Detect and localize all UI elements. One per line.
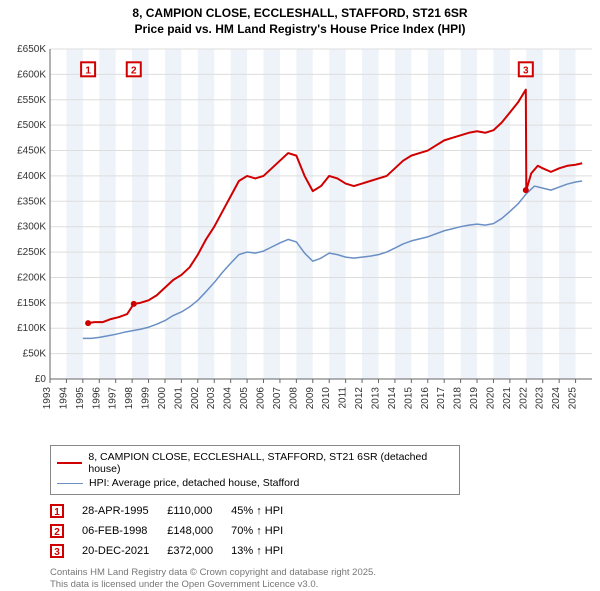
svg-text:2004: 2004	[223, 387, 234, 410]
sale-date: 06-FEB-1998	[82, 521, 167, 541]
svg-text:2020: 2020	[485, 387, 496, 410]
svg-text:2012: 2012	[354, 387, 365, 410]
sale-delta: 13% ↑ HPI	[231, 541, 301, 561]
svg-text:2003: 2003	[206, 387, 217, 410]
chart-area: £0 £50K £100K £150K £200K £250K £300K £350K £400…	[0, 39, 600, 439]
sale-delta: 45% ↑ HPI	[231, 501, 301, 521]
svg-text:2022: 2022	[518, 387, 529, 410]
svg-text:£650K: £650K	[17, 44, 46, 55]
svg-text:2024: 2024	[551, 387, 562, 410]
sale-delta: 70% ↑ HPI	[231, 521, 301, 541]
svg-text:1997: 1997	[108, 387, 119, 410]
svg-text:£50K: £50K	[23, 349, 47, 360]
svg-text:2008: 2008	[288, 387, 299, 410]
svg-text:2015: 2015	[403, 387, 414, 410]
chart-svg: £0 £50K £100K £150K £200K £250K £300K £350K £400…	[0, 39, 600, 439]
svg-text:£450K: £450K	[17, 146, 46, 157]
svg-text:1998: 1998	[124, 387, 135, 410]
svg-text:£550K: £550K	[17, 95, 46, 106]
svg-text:£200K: £200K	[17, 273, 46, 284]
svg-text:2019: 2019	[469, 387, 480, 410]
attribution-line: Contains HM Land Registry data © Crown c…	[50, 567, 600, 579]
svg-text:£500K: £500K	[17, 120, 46, 131]
svg-text:£300K: £300K	[17, 222, 46, 233]
sale-date: 20-DEC-2021	[82, 541, 167, 561]
attribution-line: This data is licensed under the Open Gov…	[50, 579, 600, 591]
svg-text:3: 3	[523, 65, 529, 76]
svg-text:2002: 2002	[190, 387, 201, 410]
svg-text:2009: 2009	[305, 387, 316, 410]
sale-marker-icon: 1	[50, 504, 64, 518]
svg-text:£400K: £400K	[17, 171, 46, 182]
svg-text:1999: 1999	[141, 387, 152, 410]
svg-text:2013: 2013	[370, 387, 381, 410]
svg-text:2000: 2000	[157, 387, 168, 410]
title-line-2: Price paid vs. HM Land Registry's House …	[0, 22, 600, 38]
legend-item: 8, CAMPION CLOSE, ECCLESHALL, STAFFORD, …	[57, 450, 453, 476]
sale-marker-icon: 3	[50, 544, 64, 558]
svg-text:2006: 2006	[256, 387, 267, 410]
svg-text:£100K: £100K	[17, 323, 46, 334]
svg-text:£0: £0	[35, 374, 47, 385]
title-block: 8, CAMPION CLOSE, ECCLESHALL, STAFFORD, …	[0, 0, 600, 39]
legend-label: 8, CAMPION CLOSE, ECCLESHALL, STAFFORD, …	[88, 451, 453, 475]
sale-date: 28-APR-1995	[82, 501, 167, 521]
svg-text:£350K: £350K	[17, 196, 46, 207]
legend-swatch	[57, 462, 82, 464]
legend-item: HPI: Average price, detached house, Staf…	[57, 476, 453, 490]
table-row: 1 28-APR-1995 £110,000 45% ↑ HPI	[50, 501, 301, 521]
svg-text:1: 1	[85, 65, 91, 76]
sale-price: £148,000	[167, 521, 231, 541]
svg-text:1993: 1993	[42, 387, 53, 410]
svg-text:2001: 2001	[173, 387, 184, 410]
svg-text:2023: 2023	[535, 387, 546, 410]
svg-text:2007: 2007	[272, 387, 283, 410]
sale-price: £372,000	[167, 541, 231, 561]
svg-text:£250K: £250K	[17, 247, 46, 258]
svg-text:2016: 2016	[420, 387, 431, 410]
table-row: 2 06-FEB-1998 £148,000 70% ↑ HPI	[50, 521, 301, 541]
title-line-1: 8, CAMPION CLOSE, ECCLESHALL, STAFFORD, …	[0, 6, 600, 22]
svg-text:1996: 1996	[91, 387, 102, 410]
sale-marker-icon: 2	[50, 524, 64, 538]
svg-text:2010: 2010	[321, 387, 332, 410]
sales-table: 1 28-APR-1995 £110,000 45% ↑ HPI 2 06-FE…	[50, 501, 301, 561]
svg-text:2025: 2025	[568, 387, 579, 410]
svg-text:2021: 2021	[502, 387, 513, 410]
svg-text:2005: 2005	[239, 387, 250, 410]
svg-text:2011: 2011	[338, 387, 349, 409]
svg-text:2: 2	[131, 65, 137, 76]
sale-price: £110,000	[167, 501, 231, 521]
svg-text:£150K: £150K	[17, 298, 46, 309]
chart-container: 8, CAMPION CLOSE, ECCLESHALL, STAFFORD, …	[0, 0, 600, 590]
svg-text:1995: 1995	[75, 387, 86, 410]
svg-text:2018: 2018	[453, 387, 464, 410]
svg-text:2017: 2017	[436, 387, 447, 410]
legend-label: HPI: Average price, detached house, Staf…	[89, 477, 299, 489]
svg-text:2014: 2014	[387, 387, 398, 410]
table-row: 3 20-DEC-2021 £372,000 13% ↑ HPI	[50, 541, 301, 561]
legend-swatch	[57, 483, 83, 484]
svg-text:1994: 1994	[58, 387, 69, 410]
legend: 8, CAMPION CLOSE, ECCLESHALL, STAFFORD, …	[50, 445, 460, 495]
svg-text:£600K: £600K	[17, 70, 46, 81]
attribution: Contains HM Land Registry data © Crown c…	[50, 567, 600, 591]
